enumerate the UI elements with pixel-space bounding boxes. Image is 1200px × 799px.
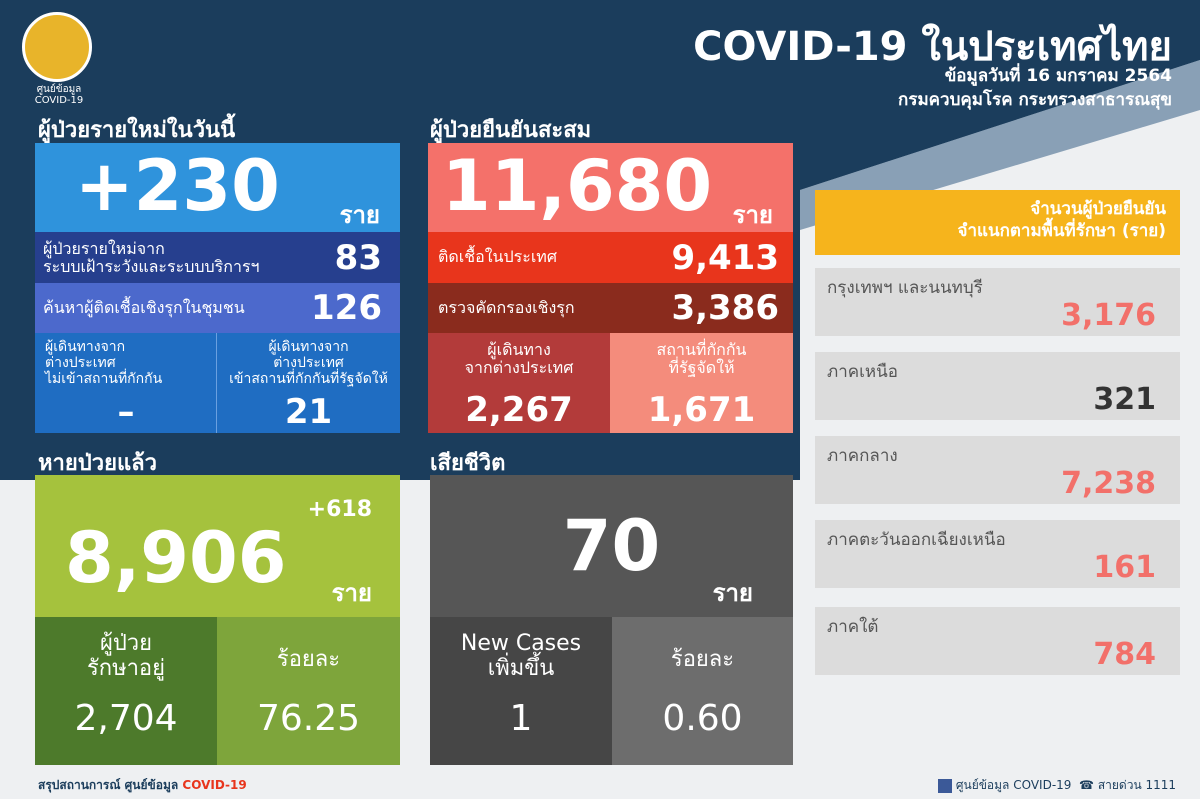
heading: ผู้ป่วยยืนยันสะสม: [430, 118, 592, 143]
row-label: ติดเชื้อในประเทศ: [438, 247, 557, 266]
split: New Cases เพิ่มขึ้น 1: [430, 617, 612, 765]
split-label: ร้อยละ: [670, 647, 735, 672]
split-value: –: [117, 392, 135, 432]
split-value: 2,267: [465, 390, 573, 430]
unit: ราย: [732, 201, 773, 229]
region-name: ภาคเหนือ: [827, 362, 898, 382]
split-label: ผู้เดินทางจาก ต่างประเทศ ไม่เข้าสถานที่ก…: [45, 339, 163, 388]
split-value: 0.60: [662, 698, 743, 739]
split: ผู้เดินทาง จากต่างประเทศ 2,267: [428, 333, 610, 433]
footer-text: สรุปสถานการณ์ ศูนย์ข้อมูล: [38, 778, 179, 792]
split-label: ผู้เดินทางจาก ต่างประเทศ เข้าสถานที่กักก…: [229, 339, 388, 388]
heading: หายป่วยแล้ว: [38, 451, 157, 476]
row-value: 9,413: [671, 238, 779, 278]
split-label: สถานที่กักกัน ที่รัฐจัดให้: [656, 340, 747, 378]
row-value: 126: [311, 288, 382, 328]
row: ผู้ป่วยรายใหม่จาก ระบบเฝ้าระวังและระบบบร…: [35, 232, 400, 283]
heading: ผู้ป่วยรายใหม่ในวันนี้: [38, 118, 236, 143]
split-label: ร้อยละ: [276, 647, 341, 672]
logo-line: COVID-19: [34, 95, 84, 106]
region-value: 7,238: [1061, 466, 1156, 501]
split: ผู้เดินทางจาก ต่างประเทศ เข้าสถานที่กักก…: [217, 333, 400, 433]
unit: ราย: [339, 201, 380, 229]
fb-icon: [938, 778, 953, 793]
region-name: ภาคใต้: [827, 617, 879, 637]
logo-line: ศูนย์ข้อมูล: [36, 84, 82, 95]
region-value: 321: [1093, 382, 1156, 417]
source: กรมควบคุมโรค กระทรวงสาธารณสุข: [898, 90, 1172, 110]
row-label: ตรวจคัดกรองเชิงรุก: [438, 298, 575, 317]
split: ผู้ป่วย รักษาอยู่ 2,704: [35, 617, 217, 765]
region: ภาคกลาง 7,238: [815, 436, 1180, 504]
row-label: ผู้ป่วยรายใหม่จาก ระบบเฝ้าระวังและระบบบร…: [43, 239, 260, 277]
cum-total-box: 11,680 ราย: [428, 143, 793, 232]
heading: เสียชีวิต: [430, 451, 506, 476]
row: ค้นหาผู้ติดเชื้อเชิงรุกในชุมชน 126: [35, 283, 400, 333]
split-value: 2,704: [74, 698, 178, 739]
split: ผู้เดินทางจาก ต่างประเทศ ไม่เข้าสถานที่ก…: [35, 333, 217, 433]
row: ติดเชื้อในประเทศ 9,413: [428, 232, 793, 283]
increase: +618: [307, 497, 372, 522]
total: 8,906: [65, 517, 287, 599]
split-label: ผู้ป่วย รักษาอยู่: [86, 631, 166, 682]
footer-hotline: สายด่วน 1111: [1097, 778, 1176, 792]
row: ตรวจคัดกรองเชิงรุก 3,386: [428, 283, 793, 333]
split-value: 21: [284, 392, 333, 432]
region: ภาคเหนือ 321: [815, 352, 1180, 420]
region-name: ภาคตะวันออกเฉียงเหนือ: [827, 530, 1006, 550]
split-value: 76.25: [256, 698, 361, 739]
split-value: 1: [509, 698, 533, 739]
split-label: New Cases เพิ่มขึ้น: [460, 631, 582, 682]
region-name: กรุงเทพฯ และนนทบุรี: [827, 278, 983, 298]
region-value: 3,176: [1061, 298, 1156, 333]
footer-right: ศูนย์ข้อมูล COVID-19 ☎ สายด่วน 1111: [938, 776, 1176, 795]
new-total-box: +230 ราย: [35, 143, 400, 232]
regions-heading: จำนวนผู้ป่วยยืนยัน จำแนกตามพื้นที่รักษา …: [815, 190, 1180, 255]
region: ภาคใต้ 784: [815, 607, 1180, 675]
total: 11,680: [442, 145, 713, 227]
recovered-box: +618 8,906 ราย: [35, 475, 400, 617]
footer-text: ศูนย์ข้อมูล COVID-19: [955, 778, 1072, 792]
footer-left: สรุปสถานการณ์ ศูนย์ข้อมูล COVID-19: [38, 776, 247, 795]
region-value: 784: [1093, 637, 1156, 672]
unit: ราย: [331, 579, 372, 607]
row-value: 83: [334, 238, 382, 278]
split-label: ผู้เดินทาง จากต่างประเทศ: [464, 340, 574, 378]
total: +230: [75, 145, 280, 227]
region: ภาคตะวันออกเฉียงเหนือ 161: [815, 520, 1180, 588]
region-value: 161: [1093, 550, 1156, 585]
deaths-box: 70 ราย: [430, 475, 793, 617]
unit: ราย: [712, 579, 753, 607]
logo-text: ศูนย์ข้อมูล COVID-19: [14, 84, 104, 106]
stripe: [800, 60, 1200, 230]
row-value: 3,386: [671, 288, 779, 328]
logo: [22, 12, 92, 82]
split: ร้อยละ 76.25: [217, 617, 400, 765]
split: สถานที่กักกัน ที่รัฐจัดให้ 1,671: [610, 333, 793, 433]
region: กรุงเทพฯ และนนทบุรี 3,176: [815, 268, 1180, 336]
footer-highlight: COVID-19: [182, 778, 247, 792]
total: 70: [562, 505, 661, 587]
date: ข้อมูลวันที่ 16 มกราคม 2564: [944, 66, 1172, 86]
region-name: ภาคกลาง: [827, 446, 898, 466]
split: ร้อยละ 0.60: [612, 617, 793, 765]
split-value: 1,671: [647, 390, 756, 430]
title: COVID-19 ในประเทศไทย: [693, 24, 1172, 70]
row-label: ค้นหาผู้ติดเชื้อเชิงรุกในชุมชน: [43, 298, 245, 317]
